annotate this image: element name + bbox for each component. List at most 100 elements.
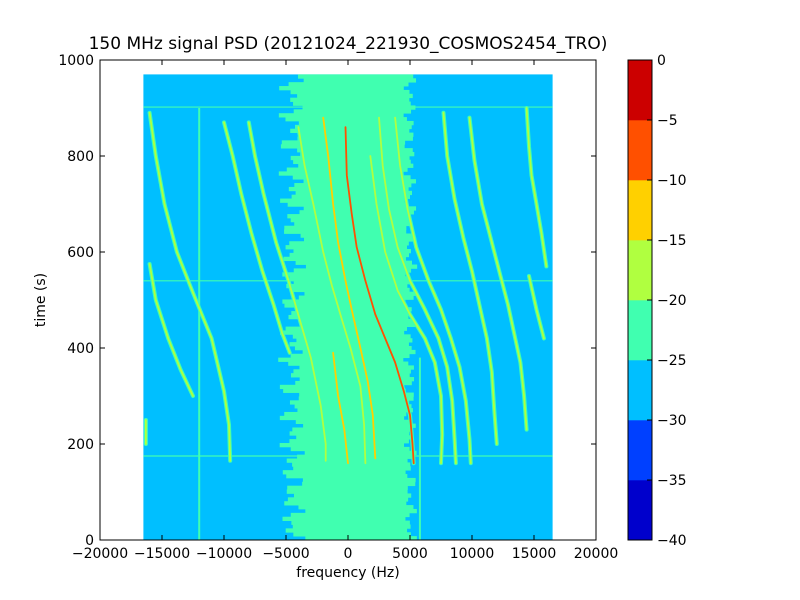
band-row <box>283 388 406 393</box>
band-row <box>293 249 411 254</box>
band-row <box>298 120 414 126</box>
y-tick-label: 200 <box>67 437 94 453</box>
colorbar-tick-label: −30 <box>657 413 687 429</box>
band-row <box>298 163 414 168</box>
colorbar-segment <box>628 180 652 241</box>
doppler-trace-11 <box>394 116 472 465</box>
band-row <box>288 314 409 320</box>
band-row <box>280 144 405 149</box>
band-row <box>283 256 406 262</box>
band-row <box>295 419 413 424</box>
band-row <box>299 392 414 397</box>
band-row <box>293 268 412 273</box>
x-tick-label: −20000 <box>72 546 128 562</box>
band-row <box>298 396 414 401</box>
band-row <box>288 82 409 87</box>
band-row <box>294 183 412 188</box>
x-axis: −20000 −15000 −10000 −5000 0 5000 10000 15000 20… <box>72 60 618 562</box>
chart-title: 150 MHz signal PSD (20121024_221930_COSM… <box>89 34 608 54</box>
band-row <box>285 117 407 122</box>
band-row <box>302 349 416 355</box>
colorbar-segment <box>628 480 652 541</box>
band-row <box>288 361 409 366</box>
band-row <box>282 299 406 304</box>
band-row <box>303 78 417 83</box>
band-row <box>293 159 411 165</box>
doppler-trace-5 <box>297 126 367 465</box>
central-noise-band <box>278 74 418 540</box>
band-row <box>293 280 412 285</box>
band-row <box>297 408 413 413</box>
colorbar-segment <box>628 360 652 421</box>
band-row <box>293 493 412 498</box>
band-row <box>284 303 407 308</box>
band-row <box>290 373 410 378</box>
band-row <box>291 520 410 525</box>
band-row <box>293 369 411 374</box>
band-row <box>294 404 412 409</box>
band-row <box>284 411 407 417</box>
doppler-trace-9 <box>369 155 444 465</box>
band-row <box>284 225 407 230</box>
doppler-trace-3 <box>223 121 291 354</box>
band-row <box>303 423 416 428</box>
heatmap-layer <box>143 74 553 540</box>
colorbar-tick-label: −10 <box>657 173 687 189</box>
band-row <box>304 237 417 242</box>
band-row <box>303 179 416 184</box>
band-row <box>293 109 412 114</box>
doppler-trace-6 <box>322 116 377 460</box>
colorbar-segment <box>628 60 652 121</box>
band-row <box>290 155 410 161</box>
doppler-trace-2 <box>148 111 232 462</box>
band-row <box>302 322 416 327</box>
doppler-trace-10 <box>378 116 457 465</box>
x-tick-label: −10000 <box>196 546 252 562</box>
y-tick-label: 1000 <box>58 53 94 69</box>
band-row <box>290 287 410 293</box>
plot-clip <box>143 74 553 540</box>
colorbar-segment <box>628 300 652 361</box>
x-tick-label: −5000 <box>262 546 309 562</box>
band-row <box>289 400 410 405</box>
band-row <box>278 113 404 118</box>
band-row <box>294 346 412 351</box>
band-row <box>300 152 415 157</box>
band-row <box>284 501 407 506</box>
doppler-trace-7 <box>344 126 415 465</box>
band-row <box>298 74 414 79</box>
band-row <box>292 462 411 467</box>
band-row <box>296 338 413 343</box>
band-row <box>290 97 410 102</box>
band-row <box>304 450 417 456</box>
y-tick-label: 400 <box>67 341 94 357</box>
colorbar-tick-label: −5 <box>657 113 678 129</box>
colorbar-tick-label: −35 <box>657 473 687 489</box>
band-row <box>298 295 414 300</box>
band-row <box>297 136 413 141</box>
band-row <box>299 210 414 215</box>
band-row <box>287 485 408 490</box>
band-row <box>297 148 413 153</box>
x-tick-label: 15000 <box>512 546 557 562</box>
colorbar: −40 −35 −30 −25 −20 −15 −10 −5 0 <box>627 53 687 549</box>
colorbar-tick-label: −15 <box>657 233 687 249</box>
y-tick-label: 0 <box>85 533 94 549</box>
band-row <box>295 260 413 265</box>
doppler-trace-15 <box>528 275 545 340</box>
band-row <box>287 202 409 207</box>
x-tick-label: 0 <box>344 546 353 562</box>
band-row <box>295 380 412 386</box>
band-row <box>295 124 412 130</box>
band-row <box>285 245 407 250</box>
band-row <box>286 474 408 479</box>
doppler-trace-1 <box>148 263 194 397</box>
y-axis: 0 200 400 600 800 1000 <box>58 53 596 549</box>
band-row <box>282 516 406 521</box>
band-row <box>303 206 417 211</box>
x-tick-label: −15000 <box>134 546 190 562</box>
doppler-trace-4 <box>247 121 327 462</box>
band-row <box>298 505 414 510</box>
band-row <box>290 446 410 452</box>
